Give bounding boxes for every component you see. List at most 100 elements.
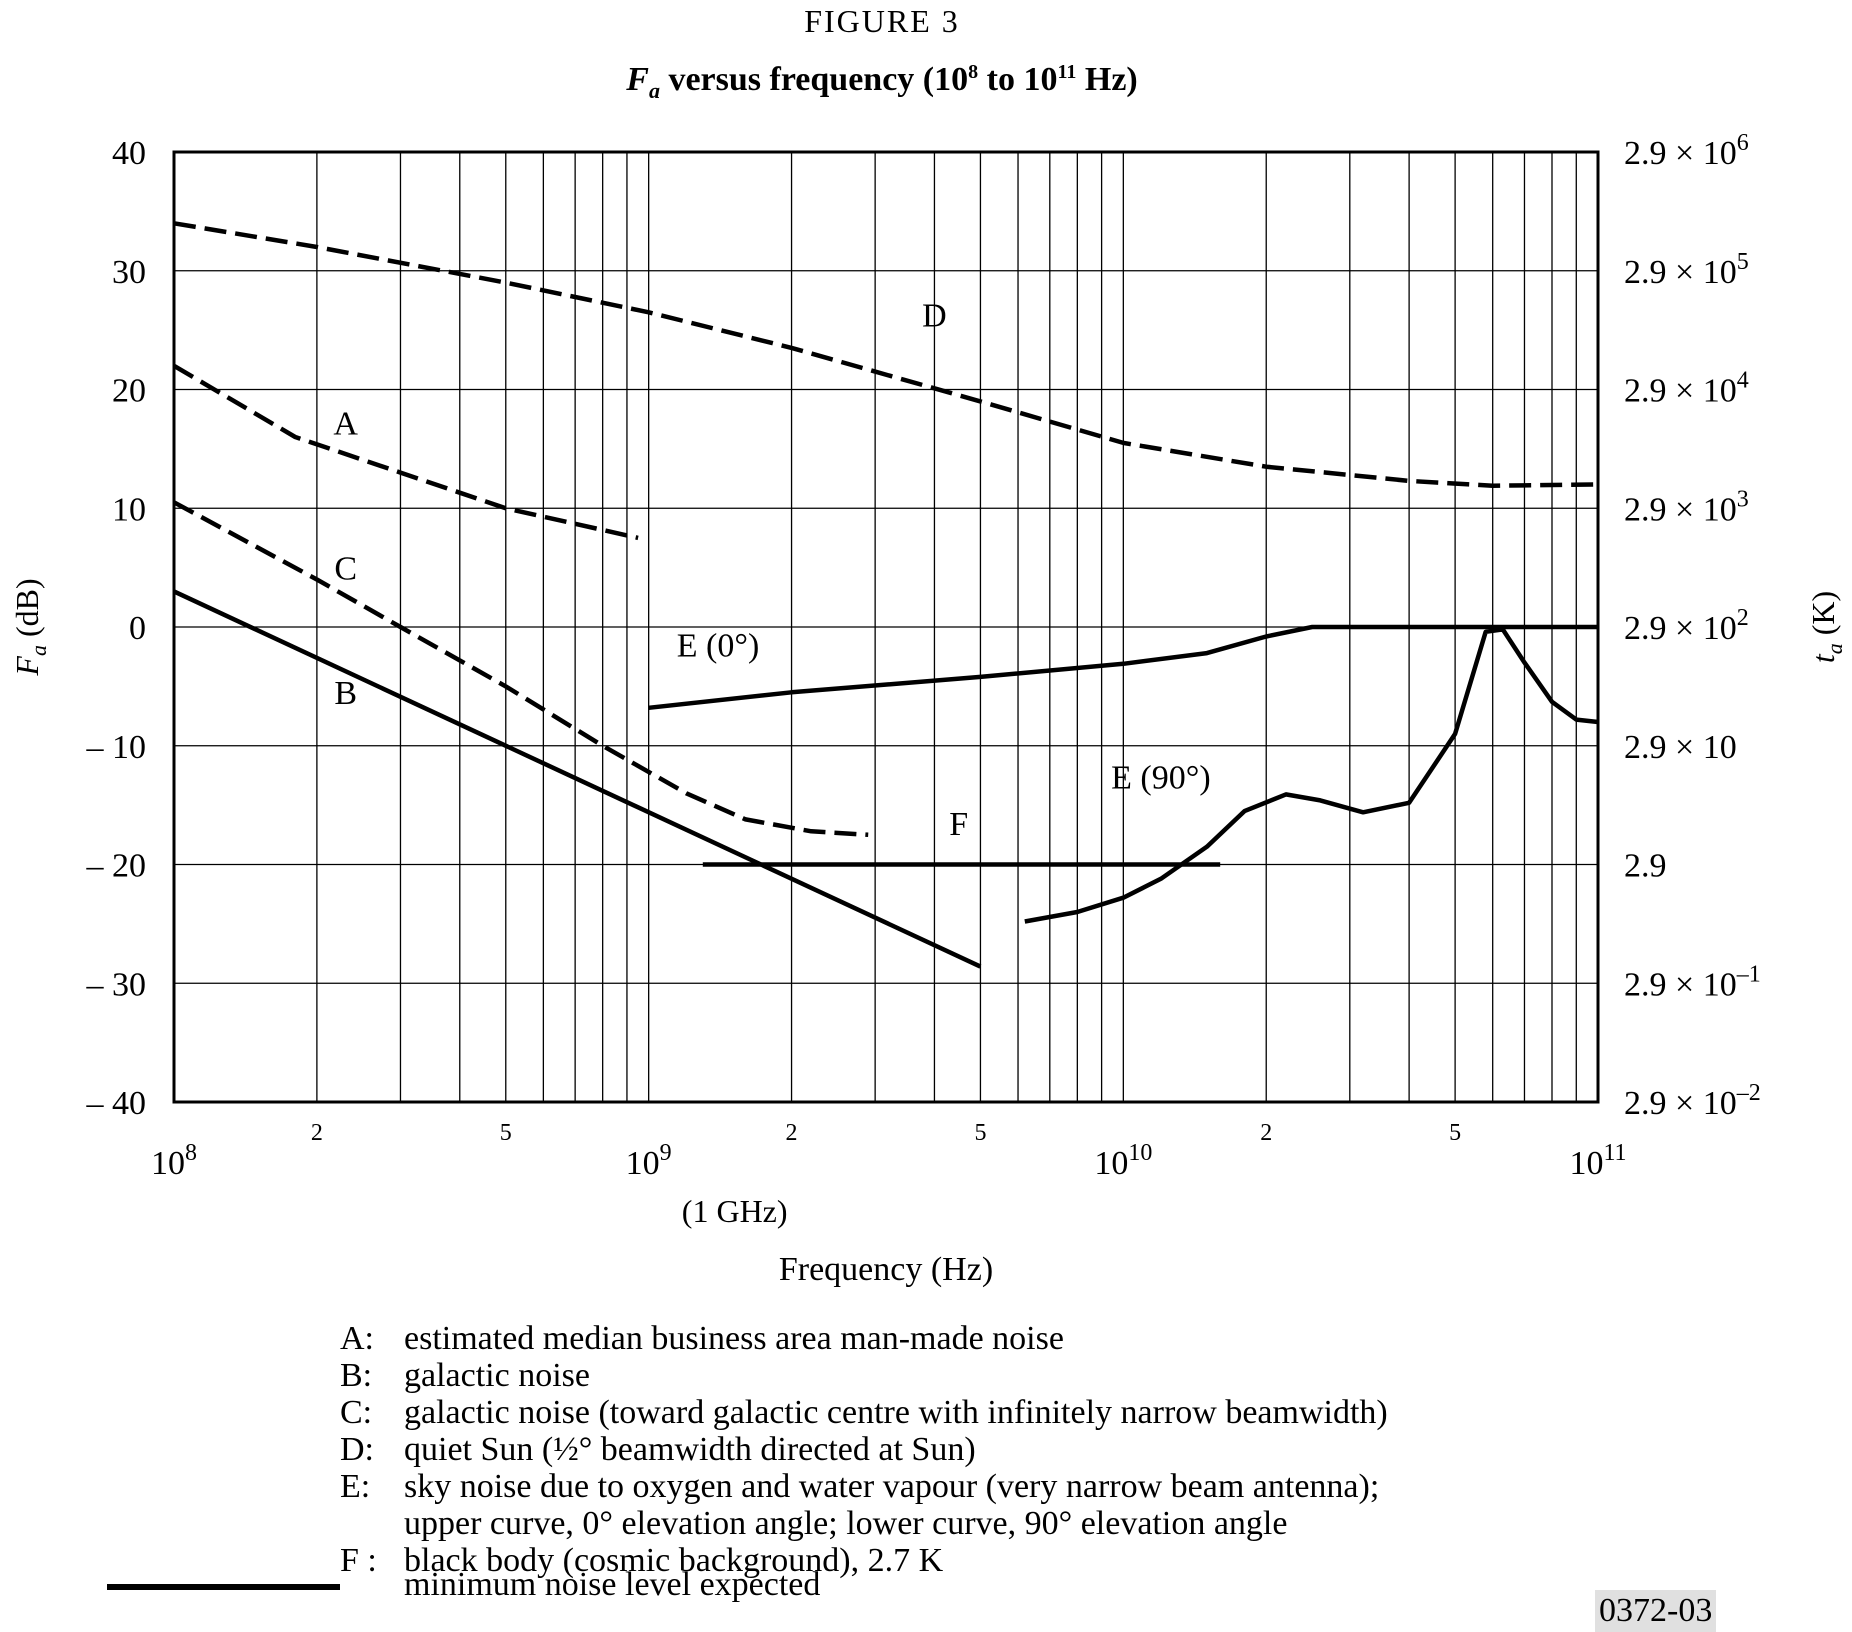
y-axis-ticks: 40 30 20 10 0 – 10 – 20 – 30 – 40 xyxy=(86,135,147,1122)
y2-tick-exponent: –2 xyxy=(1736,1080,1761,1106)
y-tick-label: – 20 xyxy=(86,848,147,885)
x-tick-base: 10 xyxy=(151,1145,185,1182)
y2-tick-times: × xyxy=(1667,373,1703,410)
legend-text: quiet Sun (½° beamwidth directed at Sun) xyxy=(404,1431,976,1468)
legend-row: C: galactic noise (toward galactic centre… xyxy=(340,1394,1388,1431)
x-tick-base: 10 xyxy=(1569,1145,1603,1182)
y2-tick-mantissa: 2.9 xyxy=(1624,966,1667,1003)
y2-tick-label: 2.9 × 10 xyxy=(1624,729,1737,766)
title-text: versus frequency (10 xyxy=(660,61,968,98)
x-axis-title: Frequency (Hz) xyxy=(779,1251,993,1288)
y2-tick-label: 2.9 × 104 xyxy=(1624,368,1749,410)
y2-tick-mantissa: 2.9 xyxy=(1624,135,1667,172)
series-label: E (90°) xyxy=(1111,760,1211,797)
legend-text: upper curve, 0° elevation angle; lower c… xyxy=(404,1505,1288,1542)
y-axis-var: F xyxy=(9,656,45,677)
x-tick-label: 109 xyxy=(626,1140,672,1182)
x-tick-base: 10 xyxy=(1094,1145,1128,1182)
y2-tick-times: × xyxy=(1667,966,1703,1003)
legend-key: F : xyxy=(340,1542,377,1579)
x-minor-tick-label: 2 xyxy=(311,1120,323,1146)
y2-tick-times: × xyxy=(1667,491,1703,528)
legend-text: galactic noise xyxy=(404,1357,590,1394)
y-tick-label: – 10 xyxy=(86,729,147,766)
y2-tick-times: × xyxy=(1667,1085,1703,1122)
legend-row: F : black body (cosmic background), 2.7 K xyxy=(340,1542,1388,1579)
y2-tick-exponent: 6 xyxy=(1737,130,1749,156)
series-line xyxy=(648,624,1598,711)
y2-tick-mantissa: 2.9 xyxy=(1624,610,1667,647)
y2-tick-exponent: 3 xyxy=(1737,486,1749,512)
series-line xyxy=(1024,627,1599,924)
y2-axis-var: t xyxy=(1805,653,1841,663)
y2-tick-base: 10 xyxy=(1703,254,1737,291)
figure-label: FIGURE 3 xyxy=(804,3,960,39)
x-tick-base: 10 xyxy=(626,1145,660,1182)
y2-axis-var-sub: a xyxy=(1822,643,1847,654)
y2-tick-mantissa: 2.9 xyxy=(1624,491,1667,528)
x-minor-tick-label: 2 xyxy=(786,1120,798,1146)
y2-tick-mantissa: 2.9 xyxy=(1624,373,1667,410)
legend-row: A: estimated median business area man-mad… xyxy=(340,1320,1388,1357)
y2-tick-base: 10 xyxy=(1703,610,1737,647)
series-line xyxy=(172,363,639,541)
series-label: A xyxy=(333,406,358,443)
y2-tick-label: 2.9 × 106 xyxy=(1624,130,1749,172)
legend-key: E: xyxy=(340,1468,371,1505)
title-exp-1: 8 xyxy=(968,61,978,83)
y2-tick-mantissa: 2.9 xyxy=(1624,729,1667,766)
x-tick-label: 1011 xyxy=(1569,1140,1626,1182)
legend-text: black body (cosmic background), 2.7 K xyxy=(404,1542,944,1579)
series-label: F xyxy=(949,806,968,843)
y-tick-label: – 30 xyxy=(86,966,147,1003)
y2-tick-exponent: 2 xyxy=(1737,605,1749,631)
legend-text: sky noise due to oxygen and water vapour… xyxy=(404,1468,1380,1505)
y-tick-label: 0 xyxy=(129,610,146,647)
series-layer xyxy=(172,221,1599,969)
x-tick-note: (1 GHz) xyxy=(682,1193,788,1229)
y-axis-title: Fa (dB) xyxy=(9,578,51,676)
series-label: B xyxy=(334,675,357,712)
legend-key: B: xyxy=(340,1357,373,1394)
y2-tick-exponent: 4 xyxy=(1737,368,1749,394)
x-tick-exponent: 9 xyxy=(660,1140,672,1166)
x-minor-tick-label: 2 xyxy=(1260,1120,1272,1146)
title-var-sub: a xyxy=(649,78,660,103)
title-var: F xyxy=(625,61,649,98)
series-label: D xyxy=(922,298,947,335)
y2-tick-mantissa: 2.9 xyxy=(1624,848,1667,885)
min-noise-swatch xyxy=(107,1584,340,1590)
legend-row: B: galactic noise xyxy=(340,1357,1388,1394)
chart-title: Fa versus frequency (108 to 1011 Hz) xyxy=(625,61,1137,103)
min-noise-line xyxy=(107,1584,340,1590)
x-tick-exponent: 8 xyxy=(185,1140,197,1166)
y2-tick-label: 2.9 xyxy=(1624,848,1667,885)
x-minor-tick-label: 5 xyxy=(1449,1120,1461,1146)
series-label: E (0°) xyxy=(677,628,760,665)
y2-tick-mantissa: 2.9 xyxy=(1624,1085,1667,1122)
y-tick-label: 30 xyxy=(112,254,146,291)
title-text-mid: to 10 xyxy=(978,61,1057,98)
y2-tick-times: × xyxy=(1667,135,1703,172)
legend-key xyxy=(340,1505,404,1542)
figure-code: 0372-03 xyxy=(1595,1590,1717,1632)
x-minor-tick-label: 5 xyxy=(500,1120,512,1146)
legend-text: estimated median business area man-made … xyxy=(404,1320,1064,1357)
y2-tick-base: 10 xyxy=(1703,491,1737,528)
y2-tick-label: 2.9 × 10–2 xyxy=(1624,1080,1761,1122)
y-tick-label: 10 xyxy=(112,491,146,528)
title-exp-2: 11 xyxy=(1057,61,1076,83)
y-tick-label: 20 xyxy=(112,373,146,410)
series-line xyxy=(173,221,1599,488)
legend: A: estimated median business area man-mad… xyxy=(340,1320,1388,1579)
min-noise-label: minimum noise level expected xyxy=(404,1566,821,1603)
x-tick-exponent: 10 xyxy=(1128,1140,1152,1166)
y2-tick-mantissa: 2.9 xyxy=(1624,254,1667,291)
y2-axis-title: ta (K) xyxy=(1805,591,1847,663)
y2-tick-label: 2.9 × 103 xyxy=(1624,486,1749,528)
y2-tick-exponent: –1 xyxy=(1736,961,1761,987)
legend-row: E: sky noise due to oxygen and water vapo… xyxy=(340,1468,1388,1505)
